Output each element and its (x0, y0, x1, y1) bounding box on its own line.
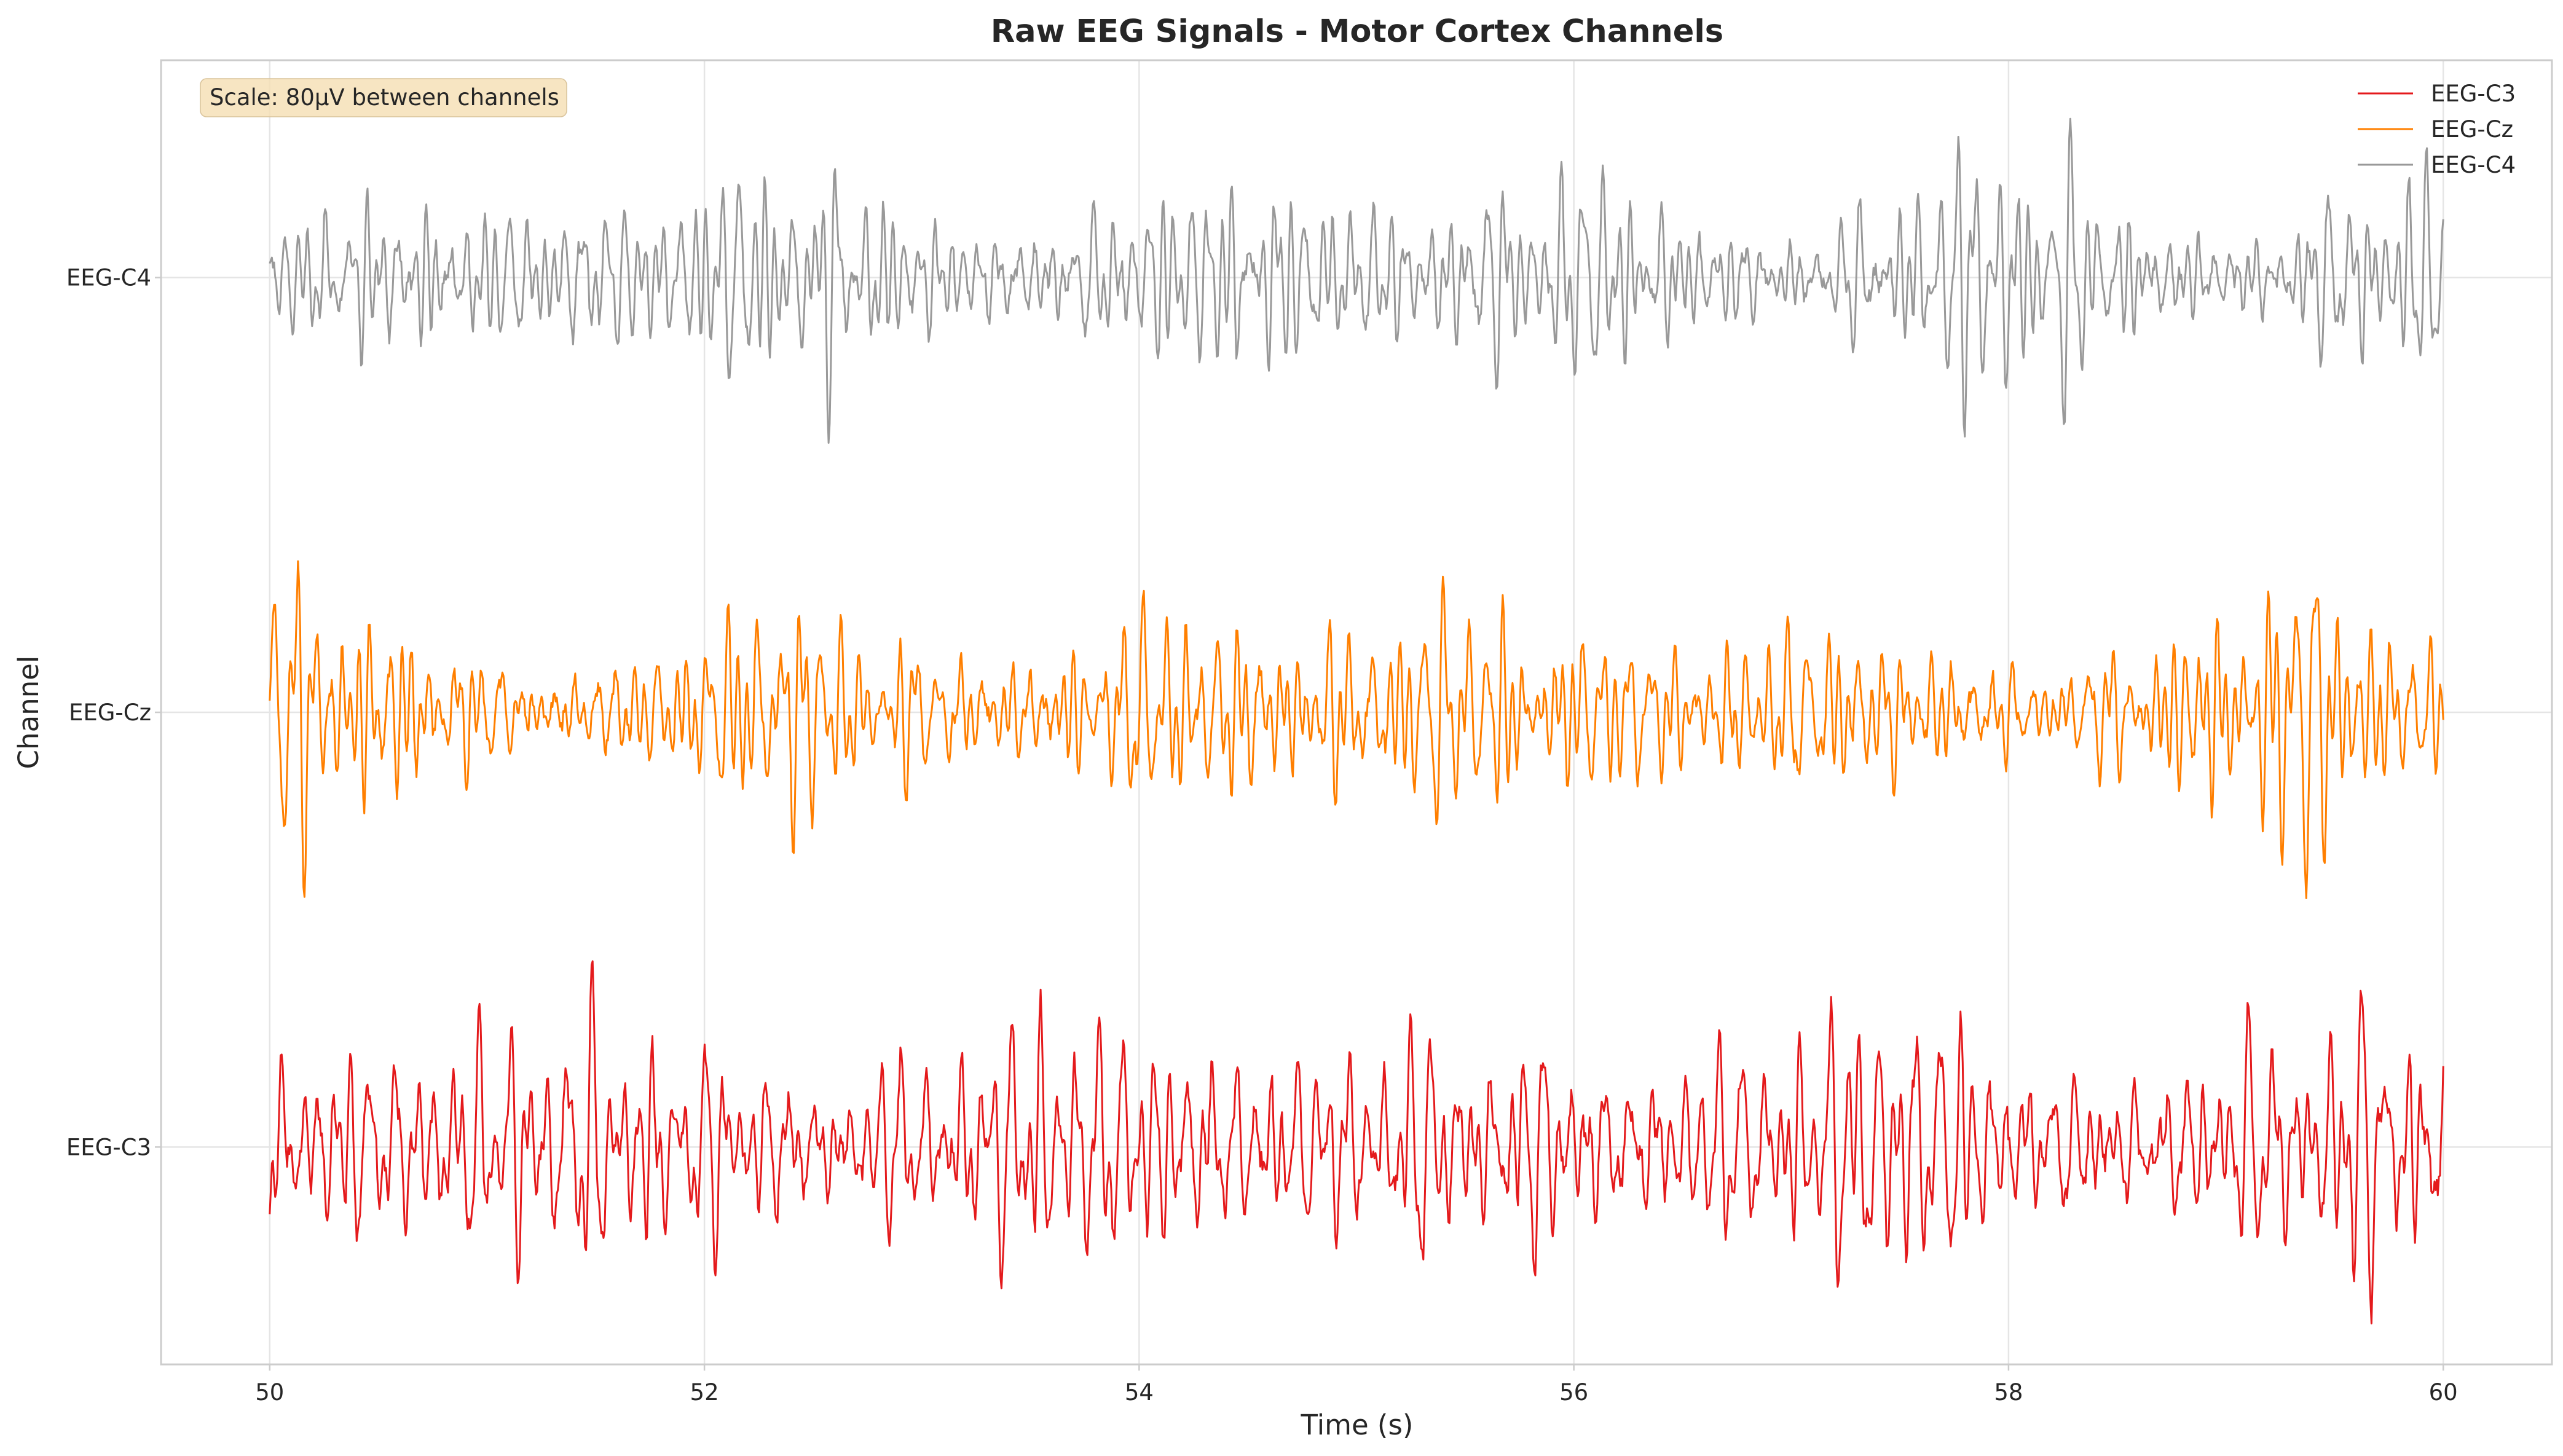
legend-label-eeg-c4: EEG-C4 (2431, 152, 2516, 178)
x-tick-label: 50 (255, 1379, 284, 1406)
y-tick-label: EEG-C3 (66, 1134, 151, 1160)
chart-title: Raw EEG Signals - Motor Cortex Channels (991, 14, 1723, 50)
x-tick-label: 60 (2429, 1379, 2458, 1406)
tick-layer: 50 52 54 56 58 60 EEG-C3 EEG-Cz EEG-C4 (66, 265, 2458, 1406)
y-tick-label: EEG-C4 (66, 265, 151, 291)
legend-label-eeg-cz: EEG-Cz (2431, 116, 2513, 143)
series-layer (269, 117, 2444, 1324)
series-line-eeg-cz (269, 560, 2444, 899)
x-tick-label: 58 (1994, 1379, 2023, 1406)
scale-annotation-text: Scale: 80μV between channels (210, 84, 559, 111)
series-line-eeg-c4 (269, 117, 2444, 444)
y-axis-label: Channel (12, 656, 45, 769)
x-tick-label: 54 (1125, 1379, 1154, 1406)
x-tick-label: 52 (690, 1379, 719, 1406)
y-tick-label: EEG-Cz (69, 699, 151, 726)
legend-label-eeg-c3: EEG-C3 (2431, 81, 2516, 107)
x-tick-label: 56 (1559, 1379, 1588, 1406)
x-axis-label: Time (s) (1301, 1409, 1414, 1441)
scale-annotation-box (200, 78, 567, 117)
legend: EEG-C3 EEG-Cz EEG-C4 (2358, 81, 2516, 178)
scale-annotation: Scale: 80μV between channels (200, 78, 567, 117)
series-line-eeg-c3 (269, 960, 2444, 1324)
